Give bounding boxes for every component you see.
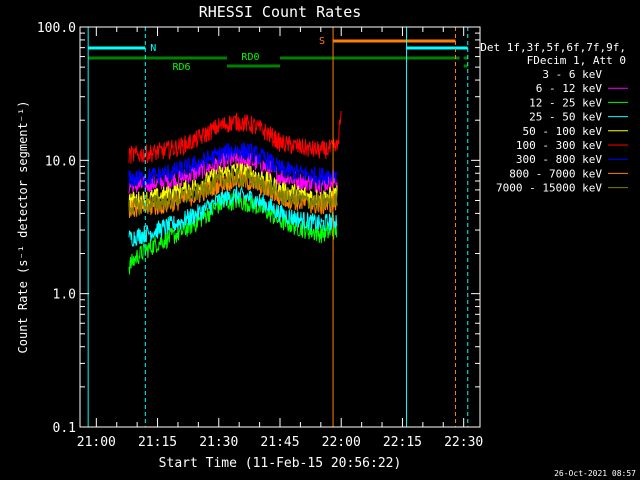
series-line (128, 162, 338, 210)
flag-annotation: RD0 (241, 52, 259, 63)
series-line (128, 110, 342, 164)
legend-header-line: FDecim 1, Att 0 (527, 54, 626, 67)
legend-entry-label: 7000 - 15000 keV (496, 182, 602, 195)
legend-entry-label: 3 - 6 keV (542, 68, 602, 81)
legend-entry-label: 25 - 50 keV (529, 111, 602, 124)
series-line (128, 186, 338, 247)
series-line (128, 142, 338, 189)
x-tick-label: 21:15 (138, 435, 177, 450)
legend-entry-label: 100 - 300 keV (516, 139, 602, 152)
series-line (128, 167, 338, 216)
legend: Det 1f,3f,5f,6f,7f,9f,FDecim 1, Att 03 -… (480, 41, 628, 195)
flag-annotation: RD6 (173, 62, 191, 73)
y-tick-label: 1.0 (53, 288, 76, 303)
y-axis-label: Count Rate (s⁻¹ detector segment⁻¹) (16, 101, 30, 354)
timestamp-label: 26-Oct-2021 08:57 (554, 469, 636, 478)
series-line (128, 192, 338, 275)
y-tick-label: 100.0 (37, 21, 76, 36)
series-layer (128, 110, 342, 275)
y-tick-label: 10.0 (45, 154, 76, 169)
legend-entry-label: 50 - 100 keV (523, 125, 603, 138)
x-tick-label: 22:30 (444, 435, 483, 450)
x-tick-label: 21:45 (260, 435, 299, 450)
x-tick-label: 21:30 (199, 435, 238, 450)
legend-entry-label: 12 - 25 keV (529, 96, 602, 109)
x-tick-label: 22:15 (383, 435, 422, 450)
y-tick-label: 0.1 (53, 421, 76, 436)
axes: 0.1 1.0 10.0 100.0 21:00 21:15 21:30 21:45 22:00… (37, 21, 483, 450)
chart-title: RHESSI Count Rates (199, 3, 362, 21)
legend-entry-label: 800 - 7000 keV (509, 167, 602, 180)
x-tick-label: 21:00 (77, 435, 116, 450)
flag-annotation: S (319, 36, 325, 47)
x-axis-label: Start Time (11-Feb-15 20:56:22) (159, 456, 402, 471)
x-tick-label: 22:00 (322, 435, 361, 450)
vertical-markers (87, 27, 469, 427)
legend-header-line: Det 1f,3f,5f,6f,7f,9f, (480, 41, 626, 54)
flag-annotation: N (150, 43, 156, 54)
legend-entry-label: 300 - 800 keV (516, 153, 602, 166)
legend-entry-label: 6 - 12 keV (536, 82, 603, 95)
flag-bars: N S RD0 RD6 (88, 36, 468, 73)
plot-frame (79, 26, 481, 428)
